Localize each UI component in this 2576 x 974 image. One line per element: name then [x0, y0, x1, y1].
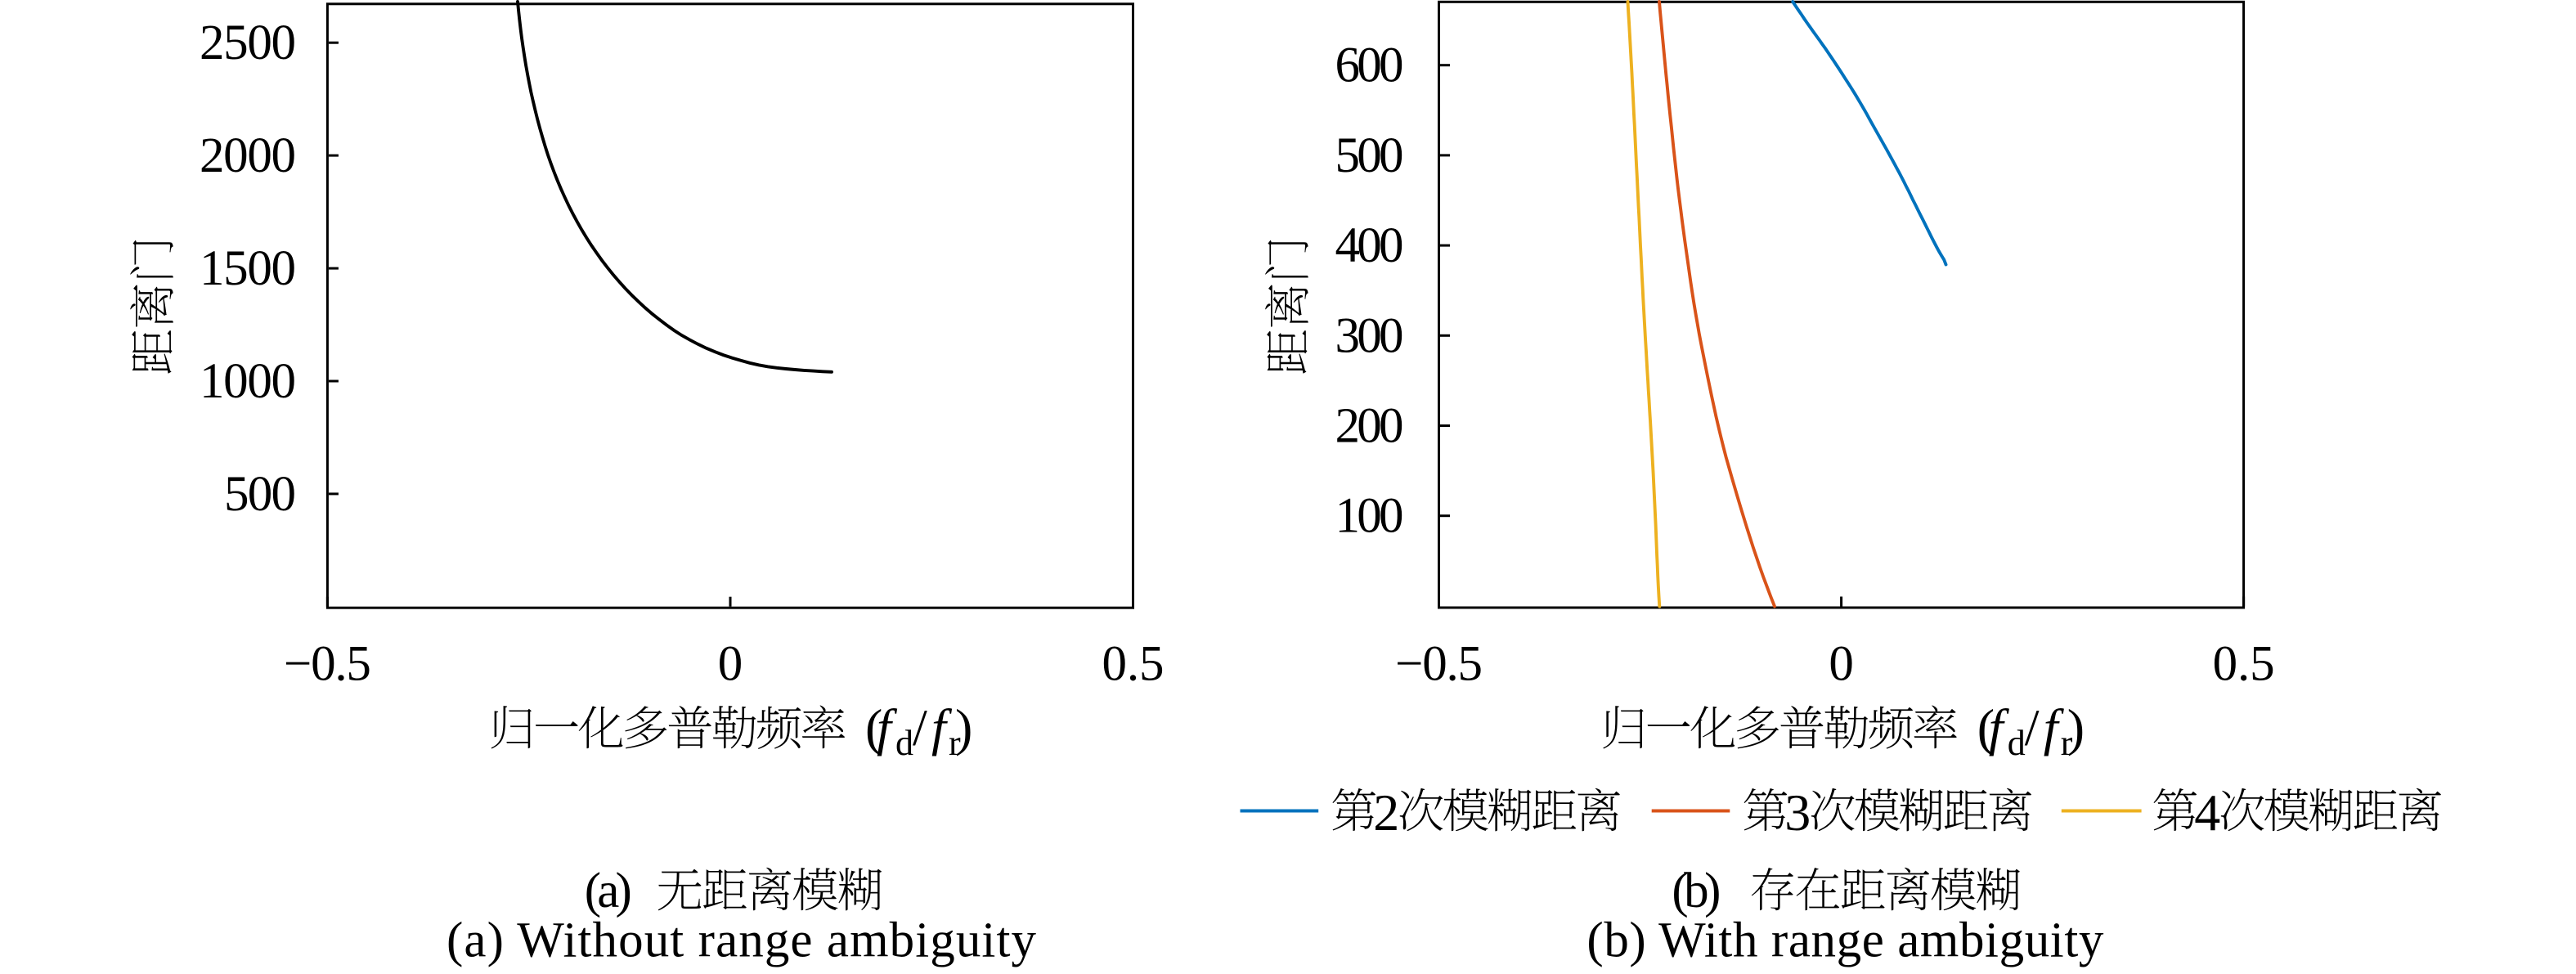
- svg-text:(a) Without range ambiguity: (a) Without range ambiguity: [447, 913, 1037, 968]
- svg-text:/: /: [913, 698, 927, 756]
- svg-text:300: 300: [1335, 308, 1404, 363]
- svg-text:(b): (b): [1672, 864, 1721, 918]
- svg-text:(: (: [1977, 698, 1995, 756]
- svg-text:): ): [955, 698, 972, 756]
- svg-text:0.5: 0.5: [1102, 636, 1165, 691]
- svg-text:2000: 2000: [200, 128, 296, 183]
- svg-text:0.5: 0.5: [2213, 636, 2275, 691]
- svg-text:r: r: [949, 723, 961, 763]
- svg-text:500: 500: [1335, 128, 1404, 183]
- svg-text:2500: 2500: [200, 16, 296, 70]
- svg-text:3: 3: [1784, 783, 1811, 842]
- svg-text:4: 4: [2194, 783, 2220, 842]
- svg-text:−0.5: −0.5: [284, 636, 371, 691]
- svg-text:/: /: [2025, 698, 2040, 756]
- svg-text:2: 2: [1373, 783, 1399, 842]
- svg-text:(a): (a): [585, 864, 632, 918]
- svg-text:0: 0: [1829, 636, 1854, 691]
- svg-text:−0.5: −0.5: [1395, 636, 1483, 691]
- svg-text:400: 400: [1335, 218, 1404, 273]
- svg-text:1500: 1500: [200, 241, 296, 296]
- svg-text:500: 500: [224, 467, 296, 522]
- svg-text:100: 100: [1335, 489, 1404, 544]
- svg-text:d: d: [895, 723, 913, 763]
- svg-text:d: d: [2008, 723, 2026, 763]
- svg-text:(b) With range ambiguity: (b) With range ambiguity: [1586, 913, 2103, 968]
- svg-text:(: (: [865, 698, 882, 756]
- svg-text:0: 0: [718, 636, 743, 691]
- svg-text:1000: 1000: [200, 354, 296, 409]
- svg-text:r: r: [2061, 723, 2073, 763]
- svg-text:200: 200: [1335, 399, 1404, 454]
- svg-text:): ): [2067, 698, 2085, 756]
- svg-text:600: 600: [1335, 38, 1404, 93]
